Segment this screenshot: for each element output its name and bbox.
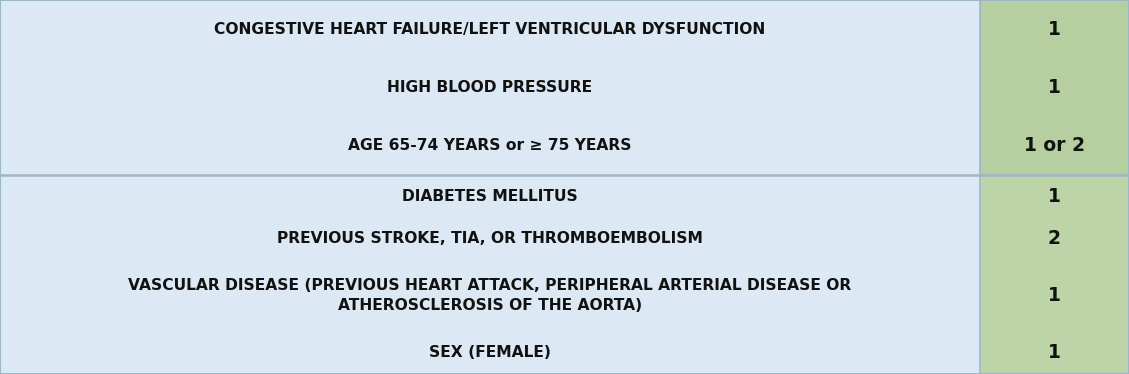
Bar — [0, 58, 980, 117]
Text: 1 or 2: 1 or 2 — [1024, 137, 1085, 155]
Text: HIGH BLOOD PRESSURE: HIGH BLOOD PRESSURE — [387, 80, 593, 95]
Bar — [0, 217, 980, 260]
Text: SEX (FEMALE): SEX (FEMALE) — [429, 345, 551, 360]
Bar — [0, 332, 980, 374]
Text: 1: 1 — [1048, 78, 1061, 97]
Text: 1: 1 — [1048, 286, 1061, 305]
Bar — [0, 117, 980, 175]
Bar — [980, 175, 1129, 217]
Text: 2: 2 — [1048, 229, 1061, 248]
Bar — [0, 175, 980, 217]
Text: 1: 1 — [1048, 187, 1061, 206]
Text: PREVIOUS STROKE, TIA, OR THROMBOEMBOLISM: PREVIOUS STROKE, TIA, OR THROMBOEMBOLISM — [277, 231, 703, 246]
Bar — [0, 260, 980, 332]
Bar — [980, 58, 1129, 117]
Text: 1: 1 — [1048, 20, 1061, 39]
Bar — [980, 117, 1129, 175]
Text: CONGESTIVE HEART FAILURE/LEFT VENTRICULAR DYSFUNCTION: CONGESTIVE HEART FAILURE/LEFT VENTRICULA… — [215, 22, 765, 37]
Text: VASCULAR DISEASE (PREVIOUS HEART ATTACK, PERIPHERAL ARTERIAL DISEASE OR
ATHEROSC: VASCULAR DISEASE (PREVIOUS HEART ATTACK,… — [129, 278, 851, 313]
Bar — [980, 332, 1129, 374]
Bar — [0, 0, 980, 58]
Text: AGE 65-74 YEARS or ≥ 75 YEARS: AGE 65-74 YEARS or ≥ 75 YEARS — [348, 138, 632, 153]
Bar — [980, 217, 1129, 260]
Bar — [980, 0, 1129, 58]
Bar — [980, 260, 1129, 332]
Text: 1: 1 — [1048, 343, 1061, 362]
Text: DIABETES MELLITUS: DIABETES MELLITUS — [402, 188, 578, 204]
